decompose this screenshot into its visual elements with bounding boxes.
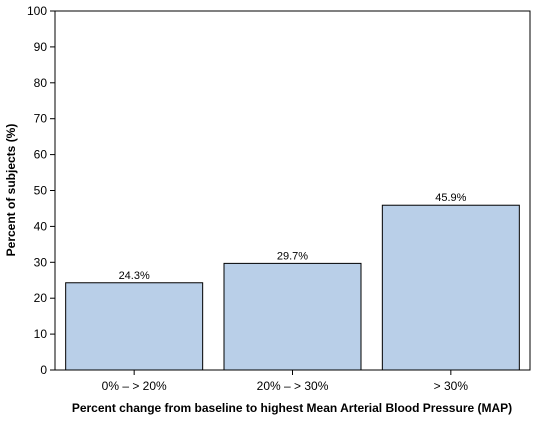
bar-value-label: 24.3% <box>119 270 150 282</box>
y-axis-title: Percent of subjects (%) <box>4 124 18 257</box>
bar <box>223 262 362 371</box>
y-tick-label: 60 <box>34 148 48 162</box>
y-tick-label: 80 <box>34 76 48 90</box>
x-ticks: 0% – > 20% 20% – > 30% > 30% <box>102 370 469 393</box>
x-tick-label: 0% – > 20% <box>102 379 167 393</box>
bar <box>65 282 204 371</box>
y-tick-label: 70 <box>34 112 48 126</box>
x-tick-label: 20% – > 30% <box>257 379 329 393</box>
y-tick-label: 20 <box>34 291 48 305</box>
bar <box>381 204 520 371</box>
y-tick-label: 30 <box>34 255 48 269</box>
y-tick-label: 40 <box>34 219 48 233</box>
y-tick-label: 0 <box>40 363 47 377</box>
y-ticks: 0 10 20 30 40 50 60 70 80 90 100 <box>27 4 55 377</box>
x-axis-title: Percent change from baseline to highest … <box>72 401 512 415</box>
y-tick-label: 50 <box>34 184 48 198</box>
data-labels: 24.3% 29.7% 45.9% <box>119 192 467 282</box>
bar-value-label: 45.9% <box>435 192 466 204</box>
y-tick-label: 90 <box>34 40 48 54</box>
y-tick-label: 100 <box>27 4 47 18</box>
bars-layer <box>65 204 520 371</box>
y-tick-label: 10 <box>34 327 48 341</box>
x-tick-label: > 30% <box>434 379 469 393</box>
bar-value-label: 29.7% <box>277 250 308 262</box>
